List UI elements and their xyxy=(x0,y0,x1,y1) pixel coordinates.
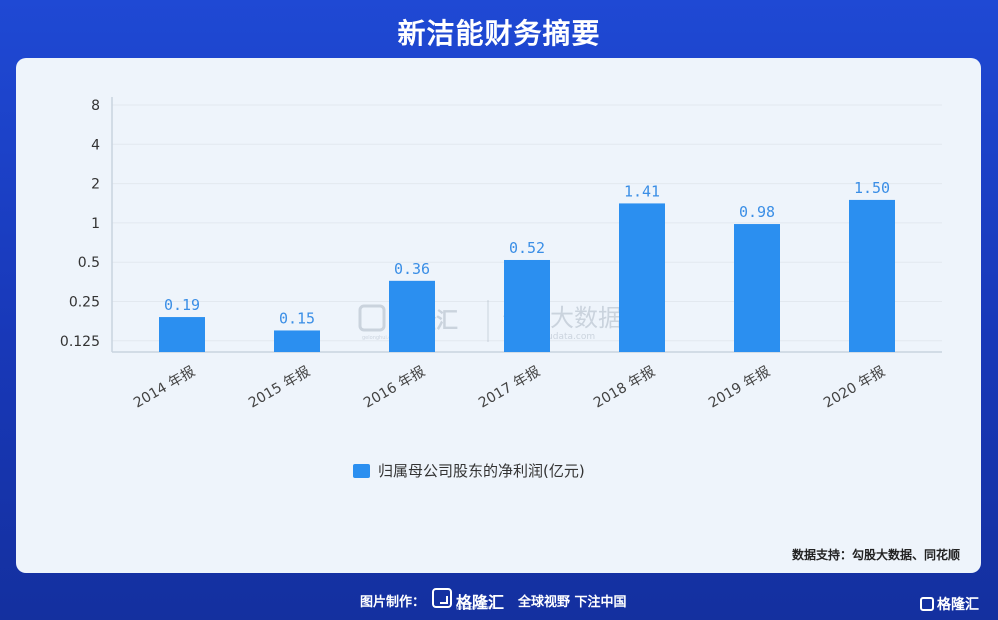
watermark-brand-url: gelonghui.com xyxy=(362,335,399,341)
x-tick-label: 2018 年报 xyxy=(591,364,658,412)
watermark-logo-icon xyxy=(358,304,386,332)
footer-brand-url: gelonghui.com xyxy=(456,605,494,611)
data-label: 0.98 xyxy=(739,203,775,221)
bar[interactable] xyxy=(274,330,320,352)
legend-swatch xyxy=(353,464,370,478)
bar[interactable] xyxy=(159,317,205,352)
corner-logo-icon xyxy=(920,597,934,611)
data-label: 1.50 xyxy=(854,179,890,197)
watermark-partner-url: www.gogudata.com xyxy=(506,332,595,342)
data-label: 0.15 xyxy=(279,309,315,327)
data-label: 0.52 xyxy=(509,239,545,257)
corner-brand: 格隆汇 xyxy=(920,594,979,614)
bar[interactable] xyxy=(389,280,435,352)
page-title: 新洁能财务摘要 xyxy=(397,17,601,50)
y-tick-label: 2 xyxy=(91,177,100,193)
grid-layer: 0.125 0.25 0.5 1 2 4 8 xyxy=(60,97,942,353)
y-tick-label: 4 xyxy=(91,137,100,153)
x-tick-label: 2016 年报 xyxy=(361,364,428,412)
footer-brand-logo-icon xyxy=(432,588,452,608)
footer-brand: 格隆汇 xyxy=(456,593,505,612)
x-tick-label: 2019 年报 xyxy=(706,364,773,412)
y-tick-label: 0.5 xyxy=(78,255,100,271)
y-tick-label: 0.25 xyxy=(69,295,100,311)
legend-label: 归属母公司股东的净利润(亿元) xyxy=(378,462,585,480)
x-tick-label: 2015 年报 xyxy=(246,364,313,412)
x-tick-layer: 2014 年报 2015 年报 2016 年报 2017 年报 2018 年报 2019 … xyxy=(131,364,888,412)
data-label: 0.19 xyxy=(164,296,200,314)
x-tick-label: 2020 年报 xyxy=(821,364,888,412)
bar[interactable] xyxy=(619,203,665,352)
footer: 图片制作： 格隆汇 gelonghui.com 全球视野 下注中国 xyxy=(0,588,998,612)
footer-slogan: 全球视野 下注中国 xyxy=(518,595,627,610)
data-label: 1.41 xyxy=(624,182,660,200)
x-tick-label: 2014 年报 xyxy=(131,364,198,412)
bar[interactable] xyxy=(849,199,895,352)
bar[interactable] xyxy=(734,224,780,352)
footer-made-by-label: 图片制作： xyxy=(360,595,426,610)
bar[interactable] xyxy=(504,259,550,352)
bar-layer: 0.19 0.15 0.36 0.52 1.41 0.98 1.50 xyxy=(159,179,895,352)
corner-brand-text: 格隆汇 xyxy=(937,597,979,613)
y-tick-label: 1 xyxy=(91,216,100,232)
source-note: 数据支持：勾股大数据、同花顺 xyxy=(792,547,960,562)
data-label: 0.36 xyxy=(394,260,430,278)
y-tick-label: 0.125 xyxy=(60,334,100,350)
y-tick-label: 8 xyxy=(91,98,100,114)
legend[interactable]: 归属母公司股东的净利润(亿元) xyxy=(353,462,585,480)
x-tick-label: 2017 年报 xyxy=(476,364,543,412)
